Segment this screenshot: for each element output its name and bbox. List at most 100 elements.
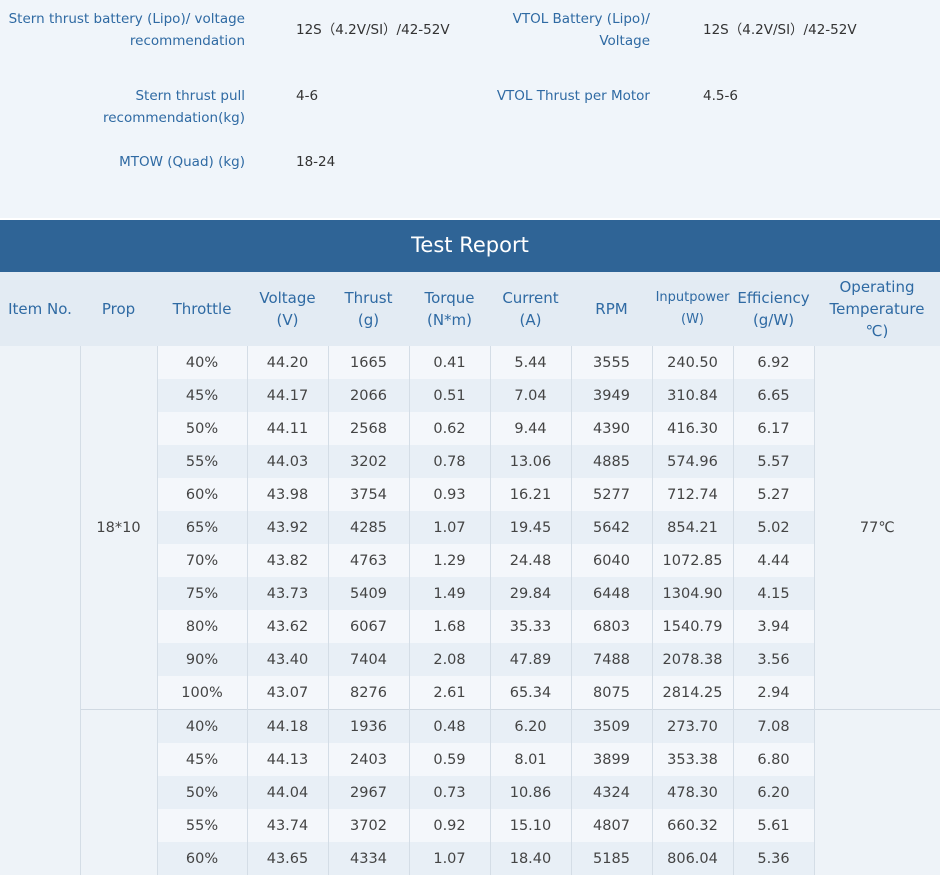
data-cell: 7.04	[490, 379, 571, 412]
column-header-line: Prop	[80, 298, 157, 320]
column-header-line: (g)	[328, 309, 409, 331]
data-cell: 1.07	[409, 842, 490, 875]
data-cell: 1304.90	[652, 577, 733, 610]
data-cell: 8.01	[490, 743, 571, 776]
column-header-line: Torque	[409, 287, 490, 309]
column-header: Efficiency(g/W)	[733, 272, 814, 346]
spec-label: MTOW (Quad) (kg)	[0, 151, 245, 173]
data-cell: 6067	[328, 610, 409, 643]
data-cell: 60%	[157, 842, 247, 875]
data-cell: 43.73	[247, 577, 328, 610]
data-cell: 0.59	[409, 743, 490, 776]
data-cell: 65%	[157, 511, 247, 544]
data-cell: 712.74	[652, 478, 733, 511]
data-cell: 574.96	[652, 445, 733, 478]
spec-label-line: VTOL Thrust per Motor	[405, 85, 650, 107]
data-cell: 353.38	[652, 743, 733, 776]
data-cell: 2066	[328, 379, 409, 412]
data-cell: 5185	[571, 842, 652, 875]
data-cell: 43.62	[247, 610, 328, 643]
data-cell: 3202	[328, 445, 409, 478]
column-header: Item No.	[0, 272, 80, 346]
data-cell: 55%	[157, 809, 247, 842]
data-cell: 0.41	[409, 346, 490, 379]
data-cell: 0.92	[409, 809, 490, 842]
data-cell: 7488	[571, 643, 652, 676]
spec-label: Stern thrust pull recommendation(kg)	[0, 85, 245, 129]
data-cell: 43.92	[247, 511, 328, 544]
data-cell: 35.33	[490, 610, 571, 643]
data-cell: 43.65	[247, 842, 328, 875]
data-cell: 854.21	[652, 511, 733, 544]
data-cell: 8075	[571, 676, 652, 710]
column-header-line: Operating	[814, 276, 940, 298]
data-cell: 6803	[571, 610, 652, 643]
data-cell: 44.20	[247, 346, 328, 379]
data-cell: 50%	[157, 412, 247, 445]
column-header-line: Item No.	[0, 298, 80, 320]
data-cell: 2814.25	[652, 676, 733, 710]
data-cell: 43.74	[247, 809, 328, 842]
data-cell: 5642	[571, 511, 652, 544]
data-cell: 416.30	[652, 412, 733, 445]
spec-label-line: Voltage	[405, 30, 650, 52]
column-header-line: ℃)	[814, 320, 940, 342]
data-cell: 6040	[571, 544, 652, 577]
column-header-line: Throttle	[157, 298, 247, 320]
column-header-line: Current	[490, 287, 571, 309]
data-cell: 2.94	[733, 676, 814, 710]
data-cell: 3702	[328, 809, 409, 842]
data-cell: 45%	[157, 743, 247, 776]
data-cell: 0.93	[409, 478, 490, 511]
column-header: Throttle	[157, 272, 247, 346]
spec-label-line: Stern thrust pull recommendation(kg)	[0, 85, 245, 129]
data-cell: 5.57	[733, 445, 814, 478]
data-cell: 5409	[328, 577, 409, 610]
data-cell: 6.65	[733, 379, 814, 412]
data-cell: 273.70	[652, 710, 733, 744]
data-cell: 13.06	[490, 445, 571, 478]
data-cell: 5.61	[733, 809, 814, 842]
data-cell: 16.21	[490, 478, 571, 511]
data-cell: 3509	[571, 710, 652, 744]
data-cell: 1.29	[409, 544, 490, 577]
data-cell: 3.56	[733, 643, 814, 676]
data-cell: 6.17	[733, 412, 814, 445]
column-header-line: (g/W)	[733, 309, 814, 331]
data-cell: 100%	[157, 676, 247, 710]
data-cell: 660.32	[652, 809, 733, 842]
data-cell: 3899	[571, 743, 652, 776]
spec-value: 18-24	[296, 151, 335, 173]
spec-value: 4.5-6	[703, 85, 738, 107]
data-cell: 1.07	[409, 511, 490, 544]
data-cell: 70%	[157, 544, 247, 577]
data-cell: 806.04	[652, 842, 733, 875]
data-cell: 240.50	[652, 346, 733, 379]
data-cell: 1936	[328, 710, 409, 744]
data-cell: 40%	[157, 346, 247, 379]
data-cell: 4324	[571, 776, 652, 809]
data-cell: 43.40	[247, 643, 328, 676]
data-cell: 3949	[571, 379, 652, 412]
column-header: RPM	[571, 272, 652, 346]
data-cell: 4334	[328, 842, 409, 875]
data-cell: 4807	[571, 809, 652, 842]
data-cell: 43.98	[247, 478, 328, 511]
data-cell: 0.73	[409, 776, 490, 809]
data-cell: 8276	[328, 676, 409, 710]
data-cell: 478.30	[652, 776, 733, 809]
data-cell: 44.11	[247, 412, 328, 445]
data-cell: 44.03	[247, 445, 328, 478]
data-cell: 4.15	[733, 577, 814, 610]
column-header-line: Voltage	[247, 287, 328, 309]
spec-label: VTOL Battery (Lipo)/Voltage	[405, 8, 650, 52]
data-cell: 1.68	[409, 610, 490, 643]
temperature-cell: 77℃	[814, 346, 940, 710]
data-cell: 4763	[328, 544, 409, 577]
temperature-cell	[814, 710, 940, 875]
